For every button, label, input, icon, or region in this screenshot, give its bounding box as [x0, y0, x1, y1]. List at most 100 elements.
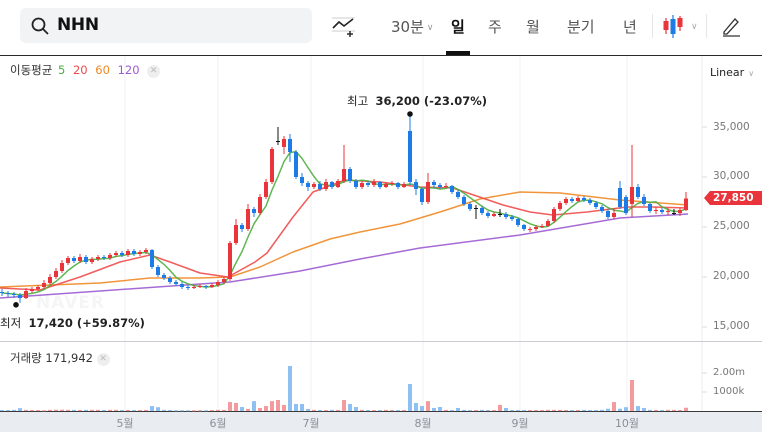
volume-bar	[660, 410, 664, 412]
time-axis[interactable]	[0, 412, 762, 432]
candle-body	[216, 282, 220, 285]
candle-body	[510, 217, 514, 219]
candle-body	[138, 252, 142, 254]
ma20-label[interactable]: 20	[72, 63, 88, 77]
candle-body	[432, 182, 436, 185]
volume-bar	[84, 409, 88, 411]
candle-body	[306, 183, 310, 187]
candle-body	[168, 278, 172, 282]
candle-body	[570, 199, 574, 201]
volume-bar	[312, 409, 316, 411]
volume-bar	[342, 399, 346, 411]
candle-body	[90, 259, 94, 262]
volume-bar	[36, 410, 40, 412]
ma120-label[interactable]: 120	[117, 63, 140, 77]
chart-type-button[interactable]: ∨	[662, 13, 704, 39]
tab-week[interactable]: 주	[488, 16, 502, 37]
price-tag-shape	[704, 191, 762, 205]
volume-bar	[144, 409, 148, 411]
tab-year[interactable]: 년	[623, 16, 637, 37]
volume-bar	[198, 410, 202, 412]
volume-bar	[252, 401, 256, 411]
tab-month[interactable]: 월	[526, 16, 540, 37]
candle-body	[318, 184, 322, 189]
candle-body	[174, 282, 178, 284]
candle-body	[36, 287, 40, 289]
volume-bar	[666, 409, 670, 411]
volume-bar	[114, 409, 118, 411]
candle-body	[684, 198, 688, 210]
volume-bar	[672, 409, 676, 411]
chart-add-icon[interactable]	[331, 14, 357, 38]
candle-body	[516, 219, 520, 225]
candle-body	[450, 186, 454, 192]
volume-bar	[612, 402, 616, 411]
candle-body	[18, 295, 22, 298]
search-icon	[31, 17, 49, 35]
candle-body	[588, 200, 592, 203]
pencil-icon[interactable]	[720, 15, 742, 37]
candle-body	[546, 221, 550, 226]
search-value[interactable]: NHN	[57, 15, 99, 35]
volume-bar	[60, 409, 64, 411]
candle-body	[582, 198, 586, 200]
candle-body	[42, 283, 46, 287]
volume-bar	[300, 403, 304, 411]
volume-bar	[516, 410, 520, 412]
volume-bar	[264, 406, 268, 411]
candle-body	[48, 277, 52, 283]
tab-30min[interactable]: 30분 ∨	[391, 16, 433, 37]
ma60-label[interactable]: 60	[95, 63, 110, 77]
legend-title: 이동평균	[10, 63, 53, 77]
volume-bar	[384, 409, 388, 411]
candle-body	[0, 292, 4, 293]
volume-bar	[546, 409, 550, 411]
price-axis-label: 25,000	[713, 220, 750, 232]
candle-body	[564, 199, 568, 203]
month-label: 5월	[116, 417, 134, 430]
candle-body	[132, 251, 136, 254]
volume-bar	[564, 410, 568, 412]
volume-bar	[210, 410, 214, 412]
candle-body	[60, 263, 64, 271]
candle-body	[498, 214, 502, 215]
volume-bar	[402, 410, 406, 412]
tab-quarter[interactable]: 분기	[567, 16, 595, 37]
scale-dropdown[interactable]: Linear ∨	[710, 66, 754, 79]
high-annotation: 최고 36,200 (-23.07%)	[347, 93, 487, 109]
ma5-label[interactable]: 5	[57, 63, 66, 77]
candle-body	[30, 289, 34, 291]
volume-bar	[42, 410, 46, 412]
close-icon[interactable]: ✕	[96, 353, 110, 366]
candle-body	[402, 184, 406, 187]
tab-label: 월	[526, 18, 540, 36]
volume-bar	[474, 410, 478, 412]
volume-bar	[642, 407, 646, 411]
tab-label: 30분	[391, 18, 424, 36]
candle-body	[186, 287, 190, 288]
candle-body	[276, 141, 280, 142]
high-value: 36,200 (-23.07%)	[375, 94, 488, 108]
candle-body	[150, 250, 154, 267]
candle-body	[156, 267, 160, 275]
price-axis-label: 35,000	[713, 121, 750, 133]
active-tab-indicator	[446, 51, 470, 55]
volume-bar	[684, 407, 688, 411]
volume-bar	[462, 409, 466, 411]
tab-label: 주	[488, 18, 502, 36]
high-label: 최고	[347, 94, 369, 108]
volume-bar	[186, 410, 190, 412]
candle-body	[66, 258, 70, 263]
candle-body	[144, 250, 148, 252]
close-icon[interactable]: ✕	[147, 65, 161, 78]
candle-body	[300, 177, 304, 183]
candle-body	[240, 225, 244, 229]
volume-bar	[426, 401, 430, 411]
candle-body	[6, 293, 10, 294]
candle-body	[540, 226, 544, 227]
tab-day[interactable]: 일	[451, 16, 465, 37]
low-annotation: 최저 17,420 (+59.87%)	[0, 315, 145, 331]
candle-body	[192, 287, 196, 288]
stock-search-box[interactable]: NHN	[20, 8, 312, 43]
